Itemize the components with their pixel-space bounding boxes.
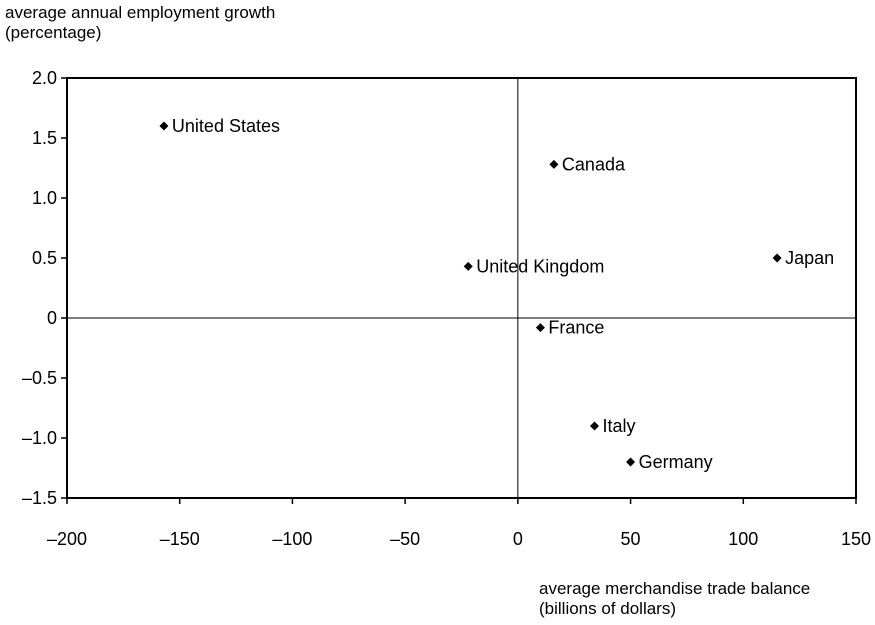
data-point-marker: [535, 323, 545, 333]
data-point-marker: [590, 421, 600, 431]
y-axis-ticks: 2.0 1.5 1.0 0.5 0 –0.5 –1.0 –1.5: [22, 68, 67, 508]
x-tick-label: –150: [160, 529, 200, 549]
data-point-label: Japan: [785, 248, 834, 268]
x-tick-label: –200: [47, 529, 87, 549]
y-tick-label: 1.5: [32, 128, 57, 148]
x-axis-title-line-1: average merchandise trade balance: [539, 579, 811, 598]
x-tick-label: 150: [841, 529, 871, 549]
zero-lines: [67, 78, 856, 498]
data-point-label: Canada: [562, 154, 626, 174]
y-tick-label: –1.5: [22, 488, 57, 508]
x-tick-label: 100: [728, 529, 758, 549]
x-tick-label: 50: [621, 529, 641, 549]
x-axis-title-line-2: (billions of dollars): [539, 599, 676, 618]
x-tick-label: –100: [272, 529, 312, 549]
data-point-label: Germany: [639, 452, 713, 472]
data-point-label: Italy: [603, 416, 636, 436]
data-point-label: France: [548, 318, 604, 338]
y-tick-label: 0.5: [32, 248, 57, 268]
y-tick-label: 0: [47, 308, 57, 328]
data-point-marker: [549, 159, 559, 169]
data-point-label: United States: [172, 116, 280, 136]
x-tick-label: –50: [390, 529, 420, 549]
plot-frame: [66, 77, 857, 499]
x-axis-ticks: –200 –150 –100 –50 0 50 100 150: [47, 498, 871, 549]
y-axis-title: average annual employment growth (percen…: [5, 3, 275, 43]
data-point-marker: [626, 457, 636, 467]
x-axis-title: average merchandise trade balance (billi…: [539, 579, 810, 619]
x-tick-label: 0: [513, 529, 523, 549]
y-tick-label: –1.0: [22, 428, 57, 448]
data-point-label: United Kingdom: [476, 256, 604, 276]
y-tick-label: –0.5: [22, 368, 57, 388]
data-point-marker: [463, 261, 473, 271]
data-point-marker: [772, 253, 782, 263]
y-tick-label: 2.0: [32, 68, 57, 88]
y-tick-label: 1.0: [32, 188, 57, 208]
y-axis-title-line-2: (percentage): [5, 23, 102, 42]
data-point-marker: [159, 121, 169, 131]
y-axis-title-line-1: average annual employment growth: [5, 3, 276, 22]
data-points: United States Canada United Kingdom Japan Fr…: [159, 116, 834, 472]
